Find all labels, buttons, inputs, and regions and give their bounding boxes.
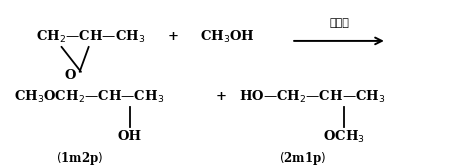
Text: +: + [215,90,226,103]
Text: CH$_2$—CH—CH$_3$: CH$_2$—CH—CH$_3$ [36,29,146,45]
Text: HO—CH$_2$—CH—CH$_3$: HO—CH$_2$—CH—CH$_3$ [239,89,385,105]
Text: O: O [65,69,76,82]
Text: CH$_3$OCH$_2$—CH—CH$_3$: CH$_3$OCH$_2$—CH—CH$_3$ [14,89,164,105]
Text: OCH$_3$: OCH$_3$ [323,129,364,145]
Text: 催化剂: 催化剂 [329,18,349,28]
Text: CH$_3$OH: CH$_3$OH [200,29,255,45]
Text: OH: OH [117,130,142,143]
Text: +: + [167,30,178,43]
Text: $($2m1p$)$: $($2m1p$)$ [279,150,326,167]
Text: $($1m2p$)$: $($1m2p$)$ [56,150,103,167]
